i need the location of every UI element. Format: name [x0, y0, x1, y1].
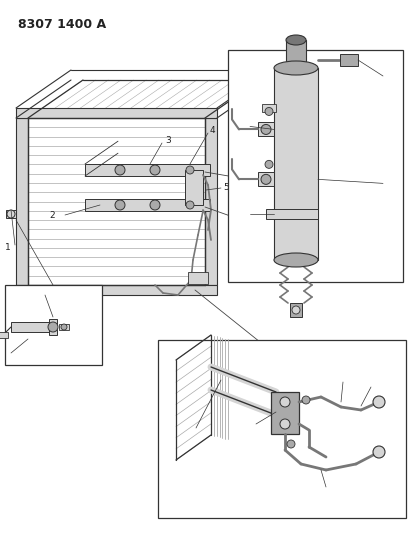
Bar	[157, 340, 405, 518]
Text: 6: 6	[38, 293, 44, 302]
Text: 10: 10	[384, 179, 396, 188]
Text: 'B' MODEL: 'B' MODEL	[168, 499, 218, 509]
Circle shape	[261, 174, 270, 184]
Bar	[227, 50, 402, 282]
Circle shape	[372, 396, 384, 408]
Bar	[285, 40, 305, 68]
Bar	[265, 209, 317, 219]
Circle shape	[150, 165, 160, 175]
Text: 5: 5	[222, 183, 228, 192]
Bar	[85, 164, 209, 176]
Text: 'D' MODEL: 'D' MODEL	[236, 263, 286, 273]
Bar	[11, 322, 49, 332]
Bar	[270, 392, 298, 434]
Bar	[273, 68, 317, 260]
Text: 7: 7	[5, 355, 11, 364]
Circle shape	[150, 200, 160, 210]
Text: 11: 11	[234, 209, 245, 219]
Bar	[6, 210, 16, 218]
Circle shape	[301, 396, 309, 404]
Circle shape	[261, 124, 270, 134]
Bar	[204, 118, 216, 285]
Circle shape	[279, 419, 289, 429]
Circle shape	[279, 397, 289, 407]
Circle shape	[264, 108, 272, 116]
Circle shape	[48, 322, 58, 332]
Text: 12: 12	[234, 422, 245, 431]
Text: 3: 3	[380, 263, 386, 272]
Bar	[59, 324, 69, 330]
Circle shape	[115, 165, 125, 175]
Bar	[16, 285, 216, 295]
Text: 5: 5	[185, 432, 191, 441]
Text: 9: 9	[384, 71, 390, 80]
Circle shape	[115, 200, 125, 210]
Bar	[257, 172, 273, 187]
Text: 2: 2	[49, 212, 55, 221]
Bar	[16, 108, 216, 118]
Circle shape	[186, 166, 193, 174]
Bar	[16, 118, 28, 285]
Text: 4: 4	[209, 125, 215, 134]
Circle shape	[291, 306, 299, 314]
Circle shape	[7, 210, 15, 218]
Bar	[49, 319, 57, 335]
Text: 4: 4	[335, 369, 341, 378]
Text: 4: 4	[319, 492, 325, 501]
Bar	[0, 332, 8, 338]
Ellipse shape	[273, 61, 317, 75]
Bar	[184, 170, 202, 205]
Circle shape	[286, 440, 294, 448]
Circle shape	[61, 324, 67, 330]
Text: 3: 3	[368, 375, 374, 384]
Text: 3: 3	[164, 135, 170, 144]
Bar	[339, 54, 357, 66]
Text: 8307 1400 A: 8307 1400 A	[18, 18, 106, 31]
Bar	[289, 303, 301, 317]
Bar	[85, 199, 209, 211]
Circle shape	[186, 201, 193, 209]
Bar	[188, 272, 207, 284]
Bar	[5, 285, 102, 365]
Ellipse shape	[285, 35, 305, 45]
Circle shape	[372, 446, 384, 458]
Text: 1: 1	[5, 244, 11, 253]
Circle shape	[264, 160, 272, 168]
Bar	[257, 123, 273, 136]
Ellipse shape	[273, 253, 317, 267]
Text: 8: 8	[237, 122, 243, 131]
Bar	[261, 104, 275, 112]
